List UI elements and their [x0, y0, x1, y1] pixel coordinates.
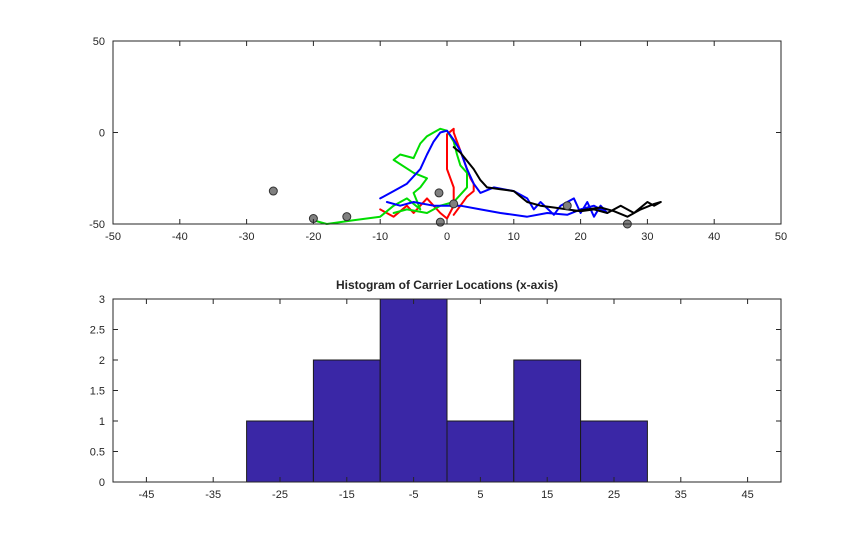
- trajectory-x-tick-label: -10: [372, 231, 388, 243]
- trajectory-y-tick-label: 50: [93, 36, 105, 48]
- histogram-y-tick-label: 2: [99, 355, 105, 367]
- trajectory-x-tick-label: -20: [305, 231, 321, 243]
- histogram-x-tick-label: 25: [608, 489, 620, 501]
- histogram-bar-1: [246, 420, 314, 483]
- trajectory-line-2: [312, 127, 468, 225]
- trajectory-x-tick-label: 30: [641, 231, 653, 243]
- histogram-bar-2: [312, 359, 381, 483]
- trajectory-series-group: [312, 127, 662, 225]
- histogram-x-tick-label: 45: [741, 489, 753, 501]
- histogram-bar-5: [513, 359, 582, 483]
- trajectory-plot: -50 -40 -30 -20 -10 0 10 20 30 40 50 -50 0 50: [89, 36, 787, 243]
- trajectory-x-tick-label: 50: [775, 231, 787, 243]
- histogram-bars-group: [246, 298, 648, 483]
- histogram-bar-4: [446, 420, 515, 483]
- histogram-x-tick-label: 5: [477, 489, 483, 501]
- histogram-x-tick-label: -5: [409, 489, 419, 501]
- histogram-y-tick-label: 0: [99, 477, 105, 489]
- histogram-title: Histogram of Carrier Locations (x-axis): [336, 278, 558, 292]
- trajectory-x-tick-label: 20: [574, 231, 586, 243]
- trajectory-x-tick-label: -30: [239, 231, 255, 243]
- histogram-plot: Histogram of Carrier Locations (x-axis) …: [90, 278, 782, 501]
- trajectory-x-tick-label: 0: [444, 231, 450, 243]
- histogram-x-tick-label: -45: [138, 489, 154, 501]
- trajectory-y-tick-label: -50: [89, 219, 105, 231]
- carrier-point-4: [434, 188, 444, 198]
- carrier-point-7: [562, 201, 572, 211]
- trajectory-line-4: [452, 146, 662, 218]
- trajectory-x-tick-label: -40: [172, 231, 188, 243]
- histogram-bar-3: [379, 298, 448, 483]
- trajectory-x-tick-label: 10: [508, 231, 520, 243]
- histogram-y-tick-label: 1.5: [90, 386, 105, 398]
- histogram-x-tick-label: -35: [205, 489, 221, 501]
- trajectory-y-ticks: -50 0 50: [89, 36, 781, 231]
- trajectory-y-tick-label: 0: [99, 128, 105, 140]
- trajectory-x-tick-label: 40: [708, 231, 720, 243]
- histogram-bar-6: [580, 420, 648, 483]
- histogram-y-ticks: 0 0.5 1 1.5 2 2.5 3: [90, 294, 781, 489]
- carrier-point-1: [268, 186, 278, 196]
- histogram-y-tick-label: 3: [99, 294, 105, 306]
- histogram-x-ticks: -45 -35 -25 -15 -5 5 15 25 35 45: [138, 299, 754, 501]
- carrier-point-6: [449, 199, 459, 209]
- trajectory-line-3: [379, 129, 609, 218]
- carrier-point-5: [435, 217, 445, 227]
- histogram-y-tick-label: 2.5: [90, 325, 105, 337]
- histogram-x-tick-label: -15: [339, 489, 355, 501]
- histogram-y-tick-label: 0.5: [90, 447, 105, 459]
- histogram-x-tick-label: -25: [272, 489, 288, 501]
- histogram-x-tick-label: 15: [541, 489, 553, 501]
- trajectory-x-ticks: -50 -40 -30 -20 -10 0 10 20 30 40 50: [105, 41, 787, 243]
- histogram-x-tick-label: 35: [675, 489, 687, 501]
- trajectory-x-tick-label: -50: [105, 231, 121, 243]
- histogram-y-tick-label: 1: [99, 416, 105, 428]
- carrier-point-3: [342, 212, 352, 222]
- carrier-points-group: [268, 186, 632, 229]
